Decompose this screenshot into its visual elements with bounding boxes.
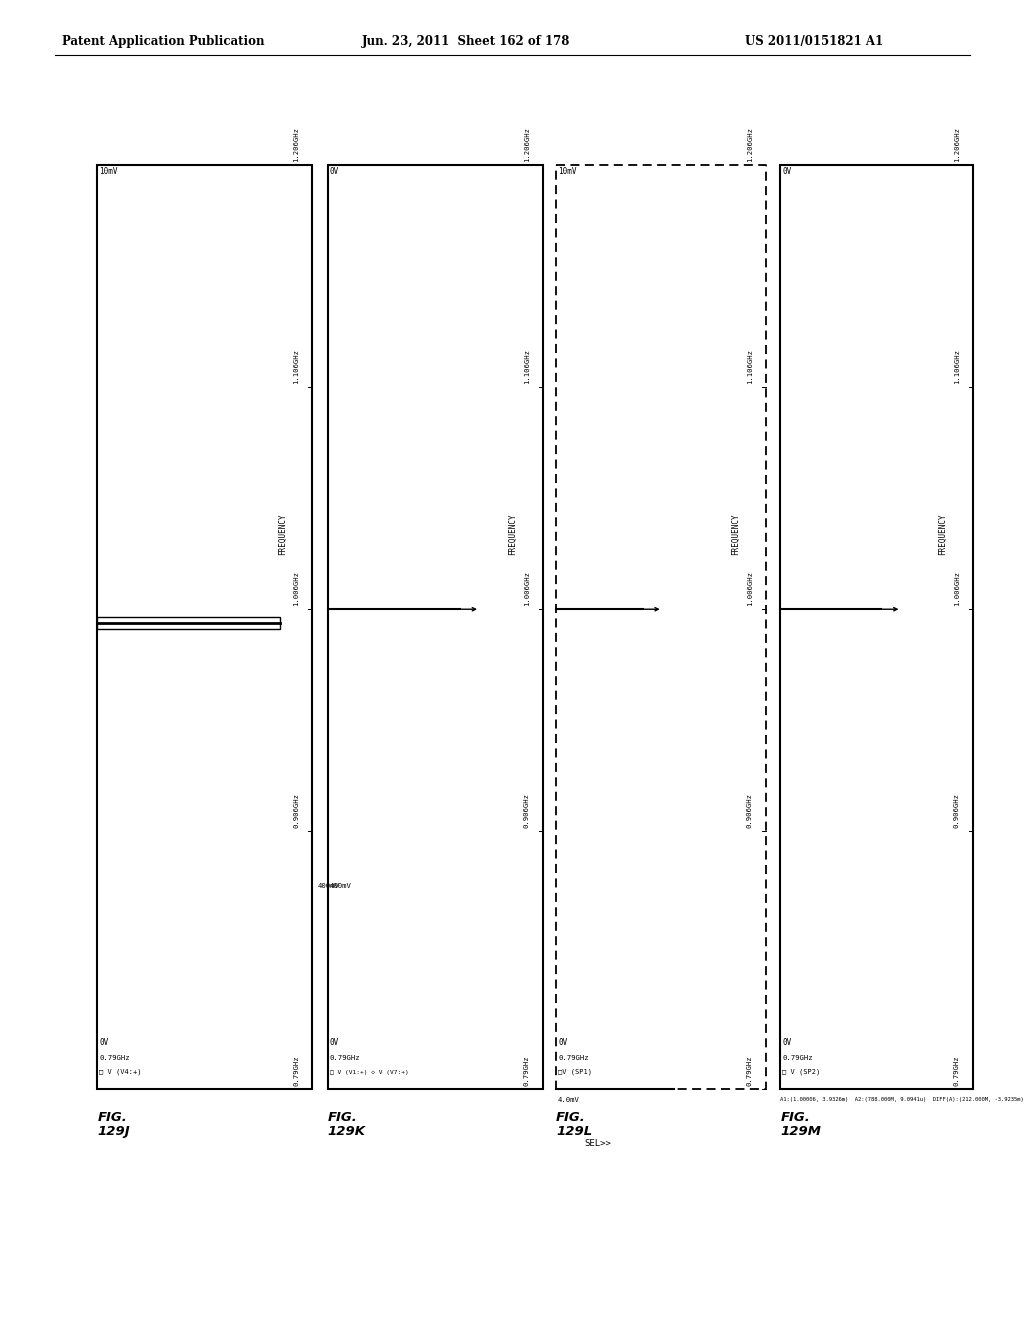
Text: 1.006GHz: 1.006GHz [523,572,529,606]
Text: 0.79GHz: 0.79GHz [558,1055,589,1061]
Text: 0.79GHz: 0.79GHz [293,1056,299,1086]
Bar [328,165,543,1089]
Text: 1.006GHz: 1.006GHz [953,572,959,606]
Text: 0V: 0V [558,1038,567,1047]
Text: Jun. 23, 2011  Sheet 162 of 178: Jun. 23, 2011 Sheet 162 of 178 [362,36,570,49]
Text: 129J: 129J [97,1125,130,1138]
Text: 0.79GHz: 0.79GHz [953,1056,959,1086]
Text: FREQUENCY: FREQUENCY [731,513,740,556]
Text: 0V: 0V [782,1038,792,1047]
Text: 4.0mV: 4.0mV [558,1097,580,1104]
Text: 1.106GHz: 1.106GHz [523,348,529,384]
Text: 129L: 129L [556,1125,592,1138]
Bar [780,165,973,1089]
Text: 1.106GHz: 1.106GHz [953,348,959,384]
Bar [97,616,280,628]
Text: 1.206GHz: 1.206GHz [953,127,959,162]
Text: 1.106GHz: 1.106GHz [293,348,299,384]
Text: 0V: 0V [99,1038,109,1047]
Text: FREQUENCY: FREQUENCY [278,513,287,556]
Text: 1.006GHz: 1.006GHz [293,572,299,606]
Text: 1.206GHz: 1.206GHz [746,127,753,162]
Text: 129K: 129K [328,1125,366,1138]
Text: 400mV: 400mV [317,883,339,888]
Text: 0V: 0V [330,168,339,176]
Text: □ V (V4:+): □ V (V4:+) [99,1068,141,1074]
Text: FIG.: FIG. [97,1111,127,1125]
Text: □V (SP1): □V (SP1) [558,1068,592,1074]
Text: 0V: 0V [782,168,792,176]
Text: 0V: 0V [330,1038,339,1047]
Text: 0.906GHz: 0.906GHz [293,793,299,829]
Text: 0.79GHz: 0.79GHz [99,1055,130,1061]
Text: 400mV: 400mV [330,883,351,888]
Text: FREQUENCY: FREQUENCY [508,513,517,556]
Text: □ V (V1:+) ◇ V (V7:+): □ V (V1:+) ◇ V (V7:+) [330,1071,409,1074]
Text: □ V (SP2): □ V (SP2) [782,1068,820,1074]
Text: 0.79GHz: 0.79GHz [330,1055,360,1061]
Text: 0.79GHz: 0.79GHz [782,1055,813,1061]
Text: 0.906GHz: 0.906GHz [953,793,959,829]
Text: 1.006GHz: 1.006GHz [746,572,753,606]
Text: 0.906GHz: 0.906GHz [523,793,529,829]
Text: SEL>>: SEL>> [584,1139,611,1148]
Text: Patent Application Publication: Patent Application Publication [62,36,264,49]
Text: FIG.: FIG. [556,1111,586,1125]
Text: 10mV: 10mV [99,168,118,176]
Text: FREQUENCY: FREQUENCY [938,513,947,556]
Text: 129M: 129M [780,1125,821,1138]
Text: FIG.: FIG. [328,1111,357,1125]
Text: 0.906GHz: 0.906GHz [746,793,753,829]
Text: 1.206GHz: 1.206GHz [293,127,299,162]
Bar [97,165,312,1089]
Text: 0.79GHz: 0.79GHz [523,1056,529,1086]
Text: 10mV: 10mV [558,168,577,176]
Text: 1.106GHz: 1.106GHz [746,348,753,384]
Text: US 2011/0151821 A1: US 2011/0151821 A1 [745,36,883,49]
Text: FIG.: FIG. [780,1111,810,1125]
Text: 0.79GHz: 0.79GHz [746,1056,753,1086]
Text: A1:(1.00006, 3.9326m)  A2:(788.000M, 9.0941u)  DIFF(A):(212.000M, -3.9235m): A1:(1.00006, 3.9326m) A2:(788.000M, 9.09… [780,1097,1024,1102]
Text: 1.206GHz: 1.206GHz [523,127,529,162]
